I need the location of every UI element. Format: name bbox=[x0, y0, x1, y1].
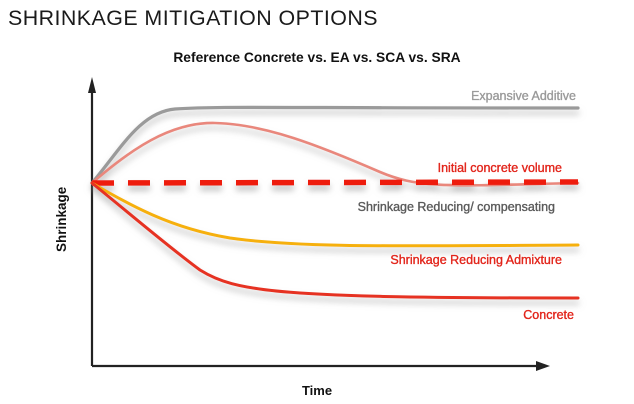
svg-text:Expansive Additive: Expansive Additive bbox=[471, 89, 576, 103]
svg-text:Shrinkage Reducing Admixture: Shrinkage Reducing Admixture bbox=[390, 253, 562, 267]
svg-text:Shrinkage Reducing/ compensati: Shrinkage Reducing/ compensating bbox=[358, 200, 555, 214]
svg-text:Initial concrete volume: Initial concrete volume bbox=[438, 161, 562, 175]
svg-text:Concrete: Concrete bbox=[523, 308, 574, 322]
